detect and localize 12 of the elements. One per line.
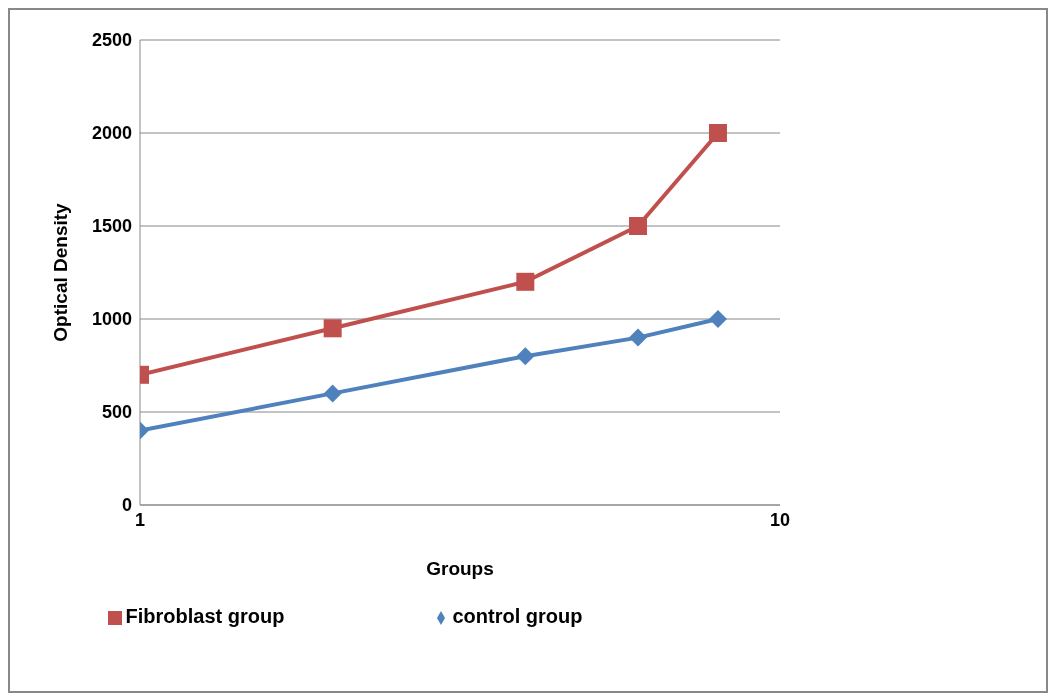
y-tick-label: 500 [101,402,132,423]
x-tick-label: 10 [769,509,791,530]
legend-label: Fibroblast group [125,605,285,627]
y-tick-label: 0 [121,495,132,516]
y-tick-label: 1000 [91,309,132,330]
x-axis-title: Groups [426,558,494,579]
y-tick-label: 2500 [91,30,132,51]
y-axis-title: Optical Density [49,202,71,342]
y-tick-label: 1500 [91,216,132,237]
y-tick-label: 2000 [91,123,132,144]
legend-label: control group [452,605,583,627]
x-tick-label: 1 [134,509,146,530]
